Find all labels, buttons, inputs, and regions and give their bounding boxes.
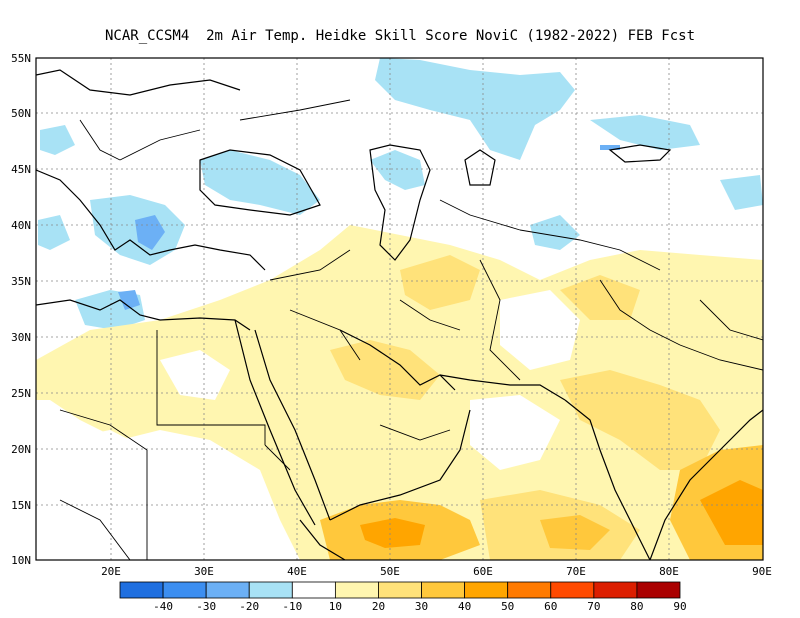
colorbar-label: -20 <box>239 600 259 613</box>
page-title: NCAR_CCSM4 2m Air Temp. Heidke Skill Sco… <box>104 28 695 44</box>
iran-pak-coast <box>439 374 566 401</box>
bay-bengal-orange-2 <box>700 480 763 545</box>
north-europe-blue <box>375 58 575 160</box>
lat-tick-label: 15N <box>11 499 31 512</box>
lon-axis: 20E 30E 40E 50E 60E 70E 80E 90E <box>101 565 772 578</box>
n-africa-west-blue <box>38 215 70 250</box>
coastlines <box>36 69 763 560</box>
colorbar-label: 10 <box>329 600 342 613</box>
lat-tick-label: 25N <box>11 387 31 400</box>
colorbar-label: -10 <box>282 600 302 613</box>
kazakh-blue <box>590 115 700 150</box>
colorbar-label: 50 <box>501 600 514 613</box>
lat-tick-label: 35N <box>11 275 31 288</box>
colorbar-swatch <box>378 581 422 599</box>
white-arabia <box>470 395 560 470</box>
colorbar-swatch <box>421 581 466 599</box>
white-central-asia <box>500 290 580 370</box>
lat-tick-label: 55N <box>11 52 31 65</box>
persian-gulf-coast <box>339 329 456 391</box>
arabian-sea-orange-2 <box>540 515 610 550</box>
lon-tick-label: 70E <box>566 565 586 578</box>
lon-tick-label: 50E <box>380 565 400 578</box>
map-grid <box>36 58 763 560</box>
colorbar-swatch <box>162 581 207 599</box>
colorbar-label: 60 <box>544 600 557 613</box>
colorbar-swatch <box>636 581 681 599</box>
shaded-field <box>36 58 763 560</box>
red-sea-coast-west <box>234 319 316 526</box>
colorbar-label: 80 <box>630 600 643 613</box>
white-sudan <box>60 430 150 520</box>
colorbar-swatch <box>205 581 250 599</box>
black-sea-blue <box>200 150 320 215</box>
horn-of-africa-coast <box>299 519 346 560</box>
colorbar-label: 90 <box>673 600 686 613</box>
black-sea-coast <box>199 149 321 216</box>
lat-tick-label: 30N <box>11 331 31 344</box>
colorbar-swatch <box>550 581 595 599</box>
lon-tick-label: 60E <box>473 565 493 578</box>
lon-tick-label: 30E <box>194 565 214 578</box>
colorbar-swatch <box>248 581 293 599</box>
caspian-coast <box>369 144 431 261</box>
colorbar-label: 20 <box>372 600 385 613</box>
central-asia-blue <box>530 215 580 250</box>
colorbar-label: -40 <box>153 600 173 613</box>
lat-tick-label: 45N <box>11 163 31 176</box>
uk-blue <box>40 125 75 155</box>
colorbar-swatch <box>291 581 336 599</box>
plot-frame <box>35 57 764 561</box>
negative-skill-areas <box>38 58 763 330</box>
east-blue <box>720 175 763 210</box>
red-sea-coast-east <box>254 329 331 521</box>
india-west-coast <box>564 399 651 560</box>
white-egypt <box>160 350 230 400</box>
lon-tick-label: 20E <box>101 565 121 578</box>
colorbar-swatch <box>593 581 638 599</box>
colorbar-swatch <box>507 581 552 599</box>
positive-skill-areas <box>36 225 763 560</box>
colorbar-label: 30 <box>415 600 428 613</box>
caspian-blue <box>370 150 425 190</box>
mediterranean-north-coast <box>36 169 266 271</box>
lat-tick-label: 10N <box>11 554 31 567</box>
colorbar-swatch <box>119 581 164 599</box>
lat-tick-label: 20N <box>11 443 31 456</box>
pakistan-yellow-2 <box>560 275 640 320</box>
gulf-yellow-2 <box>330 340 440 400</box>
lat-tick-label: 50N <box>11 107 31 120</box>
colorbar-swatch <box>334 581 379 599</box>
colorbar-label: 70 <box>587 600 600 613</box>
iran-yellow-2 <box>400 255 480 310</box>
lat-axis: 10N 15N 20N 25N 30N 35N 40N 45N 50N 55N <box>11 52 31 567</box>
country-borders <box>59 99 763 560</box>
lat-tick-label: 40N <box>11 219 31 232</box>
lon-tick-label: 80E <box>659 565 679 578</box>
india-yellow-2 <box>560 370 720 470</box>
libya-blue-core <box>118 290 140 310</box>
north-coast-europe <box>36 69 241 96</box>
mediterranean-south-coast <box>36 299 251 331</box>
arabia-south-coast <box>329 409 471 521</box>
colorbar: -40 -30 -20 -10 10 20 30 40 50 60 70 80 90 <box>119 581 687 613</box>
lon-tick-label: 90E <box>752 565 772 578</box>
yemen-orange-2 <box>360 518 425 548</box>
balkhash-lake <box>608 144 672 163</box>
lon-tick-label: 40E <box>287 565 307 578</box>
colorbar-label: 40 <box>458 600 471 613</box>
india-east-coast <box>649 409 763 560</box>
aral-sea <box>464 149 496 186</box>
aegean-blue <box>135 215 165 250</box>
colorbar-label: -30 <box>196 600 216 613</box>
colorbar-swatch <box>464 581 509 599</box>
